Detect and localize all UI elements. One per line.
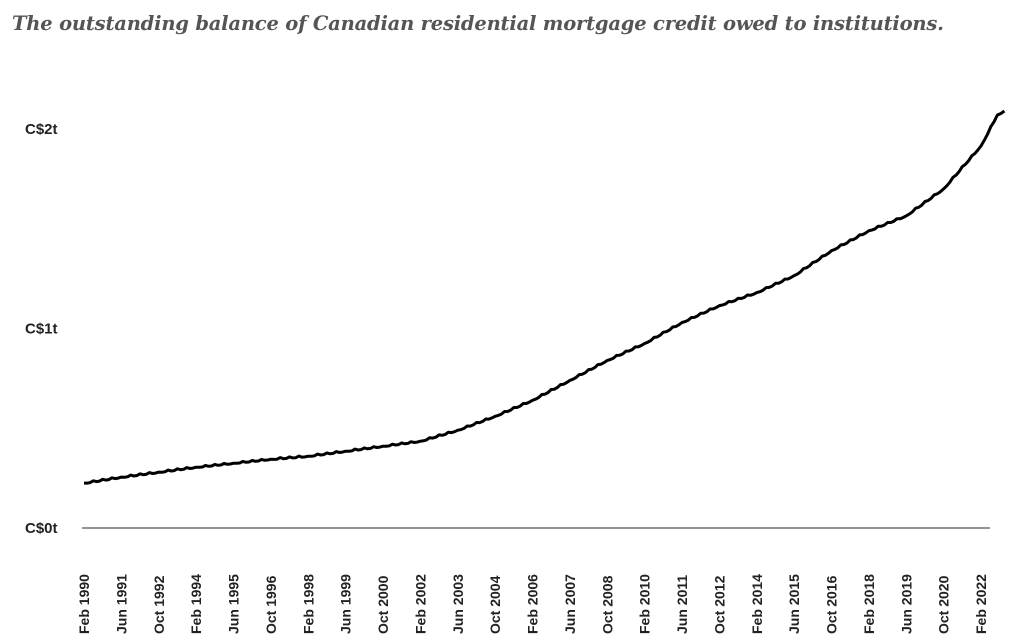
x-tick-label: Oct 2004	[487, 575, 503, 634]
x-tick-label: Oct 1992	[151, 575, 167, 634]
x-tick-label: Feb 2014	[749, 574, 765, 634]
x-tick-label: Jun 2011	[674, 575, 690, 634]
x-tick-label: Oct 2016	[824, 575, 840, 634]
x-tick-label: Feb 2010	[637, 574, 653, 634]
x-tick-label: Jun 1995	[226, 574, 242, 634]
x-tick-label: Jun 1991	[113, 574, 129, 634]
y-tick-label: C$0t	[25, 520, 58, 537]
x-tick-label: Feb 1994	[188, 574, 204, 634]
x-tick-label: Oct 2012	[711, 575, 727, 634]
x-tick-label: Oct 2008	[599, 575, 615, 634]
y-tick-label: C$2t	[25, 121, 58, 138]
x-tick-label: Feb 1990	[76, 574, 92, 634]
x-tick-label: Feb 1998	[300, 574, 316, 634]
x-tick-label: Feb 2006	[525, 574, 541, 634]
y-tick-label: C$1t	[25, 321, 58, 338]
x-tick-label: Feb 2018	[861, 574, 877, 634]
x-tick-label: Jun 2019	[898, 574, 914, 634]
x-tick-label: Oct 1996	[263, 575, 279, 634]
x-tick-label: Jun 2007	[562, 574, 578, 634]
x-tick-label: Oct 2000	[375, 575, 391, 634]
x-tick-label: Jun 1999	[338, 574, 354, 634]
series-line	[84, 109, 1006, 485]
x-tick-label: Jun 2003	[450, 574, 466, 634]
x-tick-label: Oct 2020	[936, 575, 952, 634]
x-tick-label: Feb 2022	[973, 574, 989, 634]
chart-title: The outstanding balance of Canadian resi…	[12, 12, 944, 35]
x-tick-label: Feb 2002	[412, 574, 428, 634]
x-tick-label: Jun 2015	[786, 574, 802, 634]
